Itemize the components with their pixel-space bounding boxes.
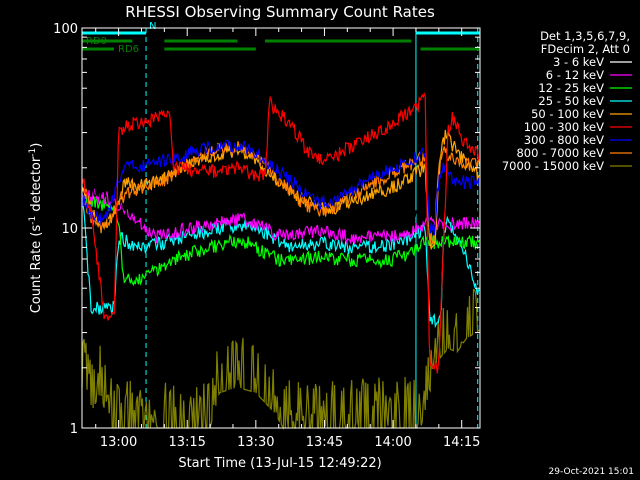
flag-label: N <box>149 21 156 32</box>
legend-entry-7: 800 - 7000 keV <box>516 146 632 160</box>
x-tick-label: 13:15 <box>168 435 205 450</box>
legend-label: 100 - 300 keV <box>524 120 604 134</box>
legend: Det 1,3,5,6,7,9, FDecim 2, Att 0 3 - 6 k… <box>502 29 632 173</box>
legend-label: 6 - 12 keV <box>546 68 604 82</box>
legend-entry-4: 50 - 100 keV <box>531 107 632 121</box>
data-layer <box>81 28 481 431</box>
legend-label: 7000 - 15000 keV <box>502 159 604 173</box>
y-tick-label: 100 <box>53 22 78 37</box>
legend-label: 800 - 7000 keV <box>516 146 604 160</box>
series-5 <box>81 91 480 374</box>
chart-title: RHESSI Observing Summary Count Rates <box>125 3 435 21</box>
legend-entry-0: 3 - 6 keV <box>553 55 632 69</box>
series-line-1 <box>81 186 480 245</box>
series-line-0 <box>81 181 481 228</box>
legend-entry-1: 6 - 12 keV <box>546 68 632 82</box>
x-tick-label: 13:45 <box>306 435 343 450</box>
legend-entry-6: 300 - 800 keV <box>524 133 632 147</box>
y-tick-label: 1 <box>70 422 78 437</box>
legend-label: 50 - 100 keV <box>531 107 604 121</box>
flag-label: RD0 <box>86 36 107 47</box>
legend-header-line-2: FDecim 2, Att 0 <box>541 42 630 56</box>
flag-rd6: RD6 <box>82 44 480 55</box>
x-tick-label: 14:15 <box>443 435 480 450</box>
flag-label: RD6 <box>118 44 139 55</box>
axes-layer: 13:00 13:15 13:30 13:45 14:00 14:15 1 10 100 <box>53 22 481 450</box>
y-tick-label: 10 <box>61 222 78 237</box>
x-tick-label: 13:00 <box>100 435 137 450</box>
series-0 <box>81 181 481 228</box>
legend-label: 3 - 6 keV <box>553 55 604 69</box>
legend-label: 12 - 25 keV <box>538 81 604 95</box>
series-line-8 <box>81 288 480 431</box>
legend-header-line-1: Det 1,3,5,6,7,9, <box>540 29 630 43</box>
timestamp: 29-Oct-2021 15:01 <box>549 467 634 477</box>
flag-rd0: RD0 <box>82 36 412 47</box>
legend-entry-5: 100 - 300 keV <box>524 120 632 134</box>
series-3 <box>81 191 480 329</box>
series-6 <box>81 139 481 236</box>
y-axis-label: Count Rate (s-1 detector-1) <box>28 143 44 314</box>
series-8 <box>81 288 480 431</box>
x-axis-label: Start Time (13-Jul-15 12:49:22) <box>178 456 381 471</box>
series-line-6 <box>81 139 481 236</box>
x-tick-label: 13:30 <box>237 435 274 450</box>
legend-label: 25 - 50 keV <box>538 94 604 108</box>
series-line-5 <box>81 91 480 374</box>
legend-entry-3: 25 - 50 keV <box>538 94 632 108</box>
series-2 <box>81 194 481 287</box>
flag-layer: N RD0 RD6 <box>82 21 480 55</box>
legend-entry-2: 12 - 25 keV <box>538 81 632 95</box>
flag-saa: N <box>82 21 480 35</box>
legend-label: 300 - 800 keV <box>524 133 604 147</box>
series-1 <box>81 186 480 245</box>
legend-entry-8: 7000 - 15000 keV <box>502 159 632 173</box>
series-line-2 <box>81 194 481 287</box>
x-tick-label: 14:00 <box>374 435 411 450</box>
series-line-3 <box>81 191 480 329</box>
